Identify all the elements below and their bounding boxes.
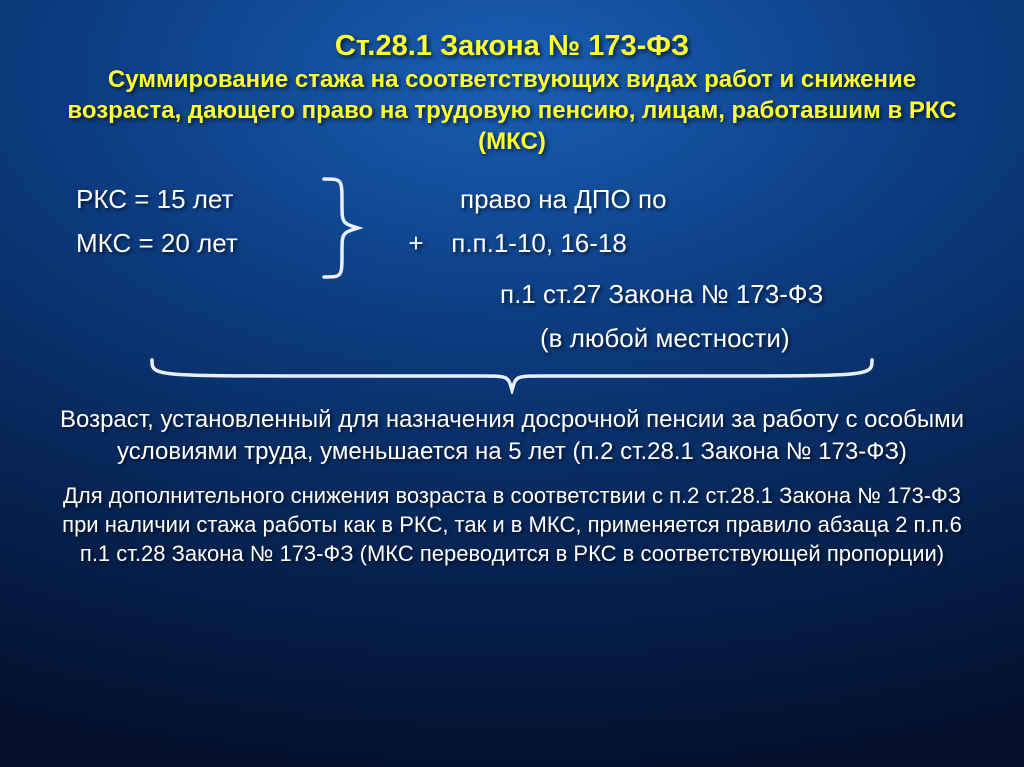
paragraph-2: Для дополнительного снижения возраста в … — [52, 481, 972, 568]
title-main: Ст.28.1 Закона № 173-ФЗ — [52, 28, 972, 65]
eq-right-line3: п.1 ст.27 Закона № 173-ФЗ — [388, 272, 972, 316]
curly-brace-right-icon — [316, 173, 366, 283]
under-brace-wrapper — [52, 354, 972, 394]
eq-right-line4: (в любой местности) — [388, 316, 972, 360]
eq-right-line2-text: п.п.1-10, 16-18 — [451, 228, 627, 258]
title-sub: Суммирование стажа на соответствующих ви… — [52, 65, 972, 157]
eq-right-line2: + п.п.1-10, 16-18 — [388, 221, 972, 265]
equation-left-column: РКС = 15 лет МКС = 20 лет — [76, 177, 316, 265]
eq-left-line1: РКС = 15 лет — [76, 177, 316, 221]
plus-sign: + — [388, 221, 444, 265]
title-block: Ст.28.1 Закона № 173-ФЗ Суммирование ста… — [52, 28, 972, 157]
equation-row: РКС = 15 лет МКС = 20 лет право на ДПО п… — [76, 177, 972, 360]
eq-right-line1: право на ДПО по — [388, 177, 972, 221]
eq-left-line2: МКС = 20 лет — [76, 221, 316, 265]
equation-block: РКС = 15 лет МКС = 20 лет право на ДПО п… — [76, 177, 972, 360]
paragraph-1: Возраст, установленный для назначения до… — [52, 404, 972, 467]
slide-root: Ст.28.1 Закона № 173-ФЗ Суммирование ста… — [0, 0, 1024, 767]
equation-right-column: право на ДПО по + п.п.1-10, 16-18 п.1 ст… — [376, 177, 972, 360]
curly-brace-under-icon — [122, 354, 902, 394]
